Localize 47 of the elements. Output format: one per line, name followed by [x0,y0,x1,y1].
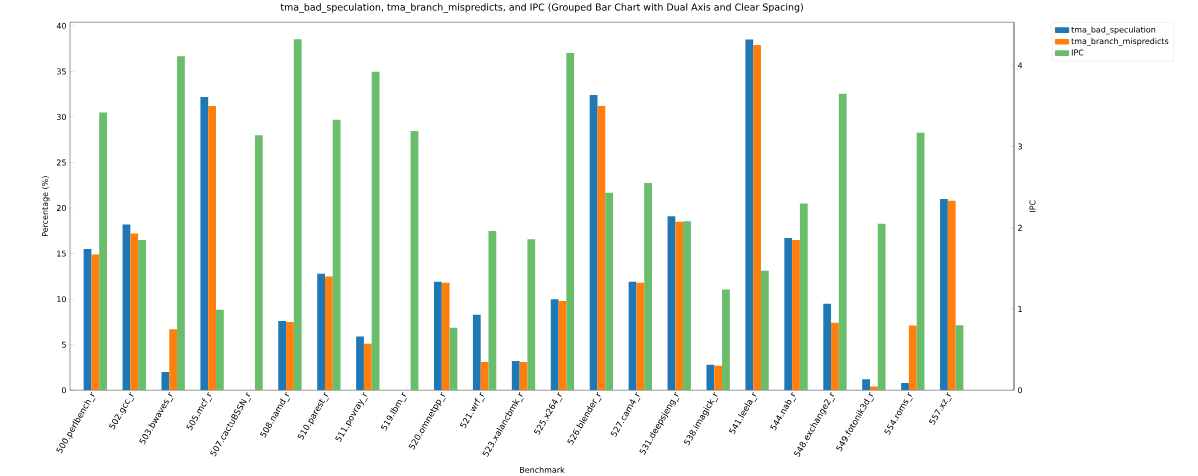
bar [862,379,870,391]
bar [877,223,886,391]
bar [784,238,793,391]
bar [940,198,948,391]
bar [433,281,442,391]
bar [745,39,754,391]
bar [278,320,287,391]
bar [208,105,216,391]
bar [410,130,419,391]
bar [371,71,380,391]
bar [511,360,520,391]
bar [823,303,832,391]
bar [947,200,956,391]
bar [161,371,170,391]
bar [215,309,224,391]
bar [83,248,92,391]
bar [706,364,715,391]
bar [831,322,839,391]
bar [363,343,372,391]
bar [99,112,107,391]
bar [916,132,925,391]
bar [293,39,302,391]
bar [472,314,481,391]
bar [901,382,909,391]
bar [714,365,723,391]
bar [722,289,730,391]
bar [177,56,185,391]
bar [908,325,917,391]
bar [286,321,294,391]
bar [200,96,209,391]
bar [488,230,497,391]
bar [628,281,637,391]
bar [169,329,178,391]
bar [838,93,847,391]
bar [753,44,761,391]
bar [566,52,575,391]
bar [667,216,676,391]
bar [332,119,341,391]
bar [254,135,263,391]
bar [558,300,567,391]
bar [356,336,364,391]
bar [122,224,131,391]
bar [589,95,598,391]
bar [550,299,559,391]
bar [317,273,325,391]
chart-title: tma_bad_speculation, tma_branch_mispredicts, and IPC (Grouped Bar Chart with Dual Axis and Clear Spacing) [280,3,803,13]
bar [527,239,536,391]
